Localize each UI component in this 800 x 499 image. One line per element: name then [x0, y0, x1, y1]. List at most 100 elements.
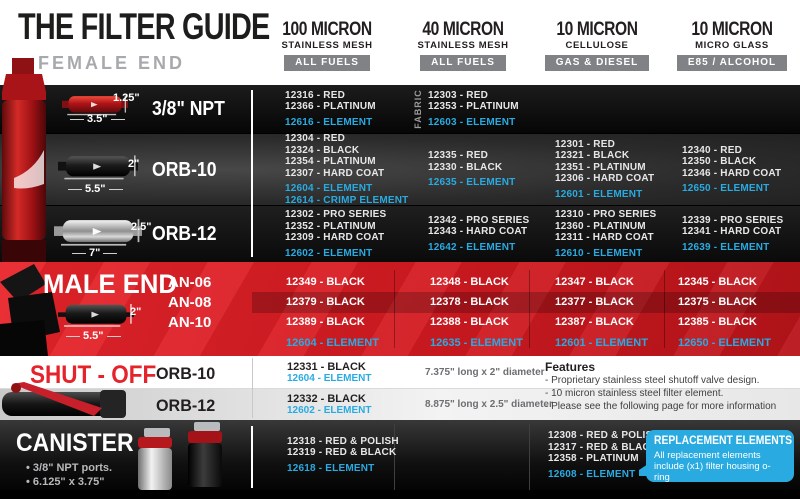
- feature-item: - Please see the following page for more…: [545, 401, 777, 412]
- part-number: 12353 - PLATINUM: [428, 101, 519, 113]
- part-number: 12340 - RED: [682, 144, 743, 156]
- feature-item: - Proprietary stainless steel shutoff va…: [545, 375, 760, 386]
- part-number: 12317 - RED & BLACK: [548, 441, 658, 453]
- media-type: STAINLESS MESH: [281, 40, 373, 51]
- column-header-10-micron-cellulose: 10 MICRON CELLULOSE GAS & DIESEL: [522, 20, 672, 71]
- micron-rating: 10 MICRON: [556, 19, 638, 40]
- element-part-number: 12601 - ELEMENT: [555, 337, 648, 349]
- dimension-width: 7": [72, 247, 118, 259]
- part-cell: 12301 - RED 12321 - BLACK 12351 - PLATINUM…: [555, 134, 660, 205]
- row-orb12: 2.5" 7" ORB-12 12302 - PRO SERIES 12352 -…: [0, 205, 800, 262]
- part-number: 12307 - HARD COAT: [285, 167, 385, 179]
- row-npt: 1.25" 3.5" 3/8" NPT 12316 - RED 12366 - P…: [0, 85, 800, 133]
- part-number: 12346 - HARD COAT: [682, 167, 782, 179]
- dim-line: [68, 188, 82, 190]
- row-label-npt: 3/8" NPT: [152, 98, 225, 120]
- shut-off-section: SHUT - OFF ORB-10 ORB-12 12331 - BLACK 1…: [0, 356, 800, 420]
- micron-rating: 40 MICRON: [422, 19, 504, 40]
- column-divider: [664, 270, 665, 348]
- row-label-an06: AN-06: [168, 274, 212, 291]
- dimension-width: 3.5": [70, 113, 125, 125]
- row-label-orb12: ORB-12: [152, 223, 217, 245]
- part-number: 12311 - HARD COAT: [555, 232, 654, 243]
- row-shutoff-orb12: [0, 388, 800, 420]
- part-number: 12375 - BLACK: [678, 296, 757, 308]
- element-part-number: 12603 - ELEMENT: [428, 116, 516, 128]
- part-number: 12309 - HARD COAT: [285, 232, 385, 243]
- male-fitting-photo: [0, 264, 60, 356]
- male-end-title: MALE END: [43, 269, 177, 299]
- part-number: 12366 - PLATINUM: [285, 101, 376, 113]
- part-cell: 12302 - PRO SERIES 12352 - PLATINUM 12309 …: [285, 206, 390, 262]
- part-number: 12343 - HARD COAT: [428, 226, 528, 238]
- part-number: 12378 - BLACK: [430, 296, 509, 308]
- part-number: 12354 - PLATINUM: [285, 156, 376, 167]
- canister-title: CANISTER: [16, 429, 134, 457]
- part-cell: 12332 - BLACK 12602 - ELEMENT: [287, 388, 371, 420]
- part-number: 12348 - BLACK: [430, 276, 509, 288]
- fuel-badge: ALL FUELS: [420, 55, 506, 71]
- element-part-number: 12601 - ELEMENT: [555, 188, 643, 200]
- column-header-40-micron: 40 MICRON STAINLESS MESH ALL FUELS: [388, 20, 538, 71]
- dimension-width: 5.5": [66, 330, 121, 342]
- element-part-number: 12650 - ELEMENT: [682, 183, 770, 194]
- shutoff-valve-photo: [2, 382, 126, 418]
- part-number: 12341 - HARD COAT: [682, 226, 782, 238]
- features-title: Features: [545, 360, 596, 374]
- part-number: 12303 - RED: [428, 89, 489, 101]
- dim-line: [110, 118, 125, 120]
- dim-line: [106, 335, 121, 337]
- row-shutoff-orb10: [0, 356, 800, 388]
- element-part-number: 12642 - ELEMENT: [428, 241, 516, 253]
- inline-filter-photo-chrome: [54, 219, 142, 246]
- part-cell: 12318 - RED & POLISH 12319 - RED & BLACK …: [287, 422, 399, 488]
- part-number: 12302 - PRO SERIES: [285, 209, 387, 220]
- part-number: 12352 - PLATINUM: [285, 220, 376, 232]
- part-number: 12347 - BLACK: [555, 276, 634, 288]
- part-cell: 12340 - RED 12350 - BLACK 12346 - HARD COA…: [682, 134, 797, 205]
- part-number: 12316 - RED: [285, 89, 346, 101]
- label-column-divider: [251, 90, 253, 257]
- micron-rating: 10 MICRON: [691, 19, 773, 40]
- column-header-100-micron: 100 MICRON STAINLESS MESH ALL FUELS: [252, 20, 402, 71]
- element-part-number: 12618 - ELEMENT: [287, 462, 375, 474]
- dimension-height: 2": [130, 306, 142, 318]
- part-number: 12345 - BLACK: [678, 276, 757, 288]
- inline-filter-photo-male: [58, 303, 134, 327]
- dimension-height: 2": [128, 158, 140, 170]
- element-part-number: 12610 - ELEMENT: [555, 247, 643, 259]
- part-number: 12318 - RED & POLISH: [287, 435, 399, 447]
- label-column-divider: [251, 426, 253, 488]
- column-divider: [394, 424, 395, 490]
- element-part-number: 12604 - ELEMENT: [287, 372, 372, 384]
- element-part-number: 12602 - ELEMENT: [287, 404, 372, 416]
- part-number: 12332 - BLACK: [287, 392, 366, 405]
- inline-filter-photo-red: [62, 95, 128, 116]
- shut-off-title: SHUT - OFF: [30, 361, 157, 389]
- part-number: 12308 - RED & POLISH: [548, 430, 660, 441]
- dimensions-text: 8.875" long x 2.5" diameter: [425, 399, 553, 410]
- fuel-badge: GAS & DIESEL: [544, 55, 650, 71]
- row-label-an10: AN-10: [168, 314, 212, 331]
- column-divider: [394, 270, 395, 348]
- part-cell: 12304 - RED 12324 - BLACK 12354 - PLATINUM…: [285, 133, 408, 206]
- element-part-number: 12604 - ELEMENT: [286, 337, 379, 349]
- part-number: 12388 - BLACK: [430, 316, 509, 328]
- media-type: MICRO GLASS: [695, 40, 769, 51]
- bottom-bar: [0, 490, 800, 499]
- feature-item: - 10 micron stainless steel filter eleme…: [545, 388, 724, 399]
- part-number: 12324 - BLACK: [285, 144, 360, 156]
- large-filter-photo-red: [2, 58, 46, 262]
- fuel-badge: ALL FUELS: [284, 55, 370, 71]
- label-column-divider: [252, 358, 253, 418]
- inline-filter-photo-black: [58, 155, 138, 180]
- media-type: STAINLESS MESH: [417, 40, 509, 51]
- female-end-table: 1.25" 3.5" 3/8" NPT 12316 - RED 12366 - P…: [0, 85, 800, 262]
- part-number: 12330 - BLACK: [428, 161, 503, 173]
- spec-item: • 3/8" NPT ports.: [26, 462, 113, 474]
- column-header-10-micron-glass: 10 MICRON MICRO GLASS E85 / ALCOHOL: [657, 20, 800, 71]
- media-type: CELLULOSE: [565, 40, 629, 51]
- element-part-number: 12608 - ELEMENT: [548, 468, 636, 480]
- column-divider: [529, 270, 530, 348]
- callout-title: REPLACEMENT ELEMENTS: [654, 435, 793, 447]
